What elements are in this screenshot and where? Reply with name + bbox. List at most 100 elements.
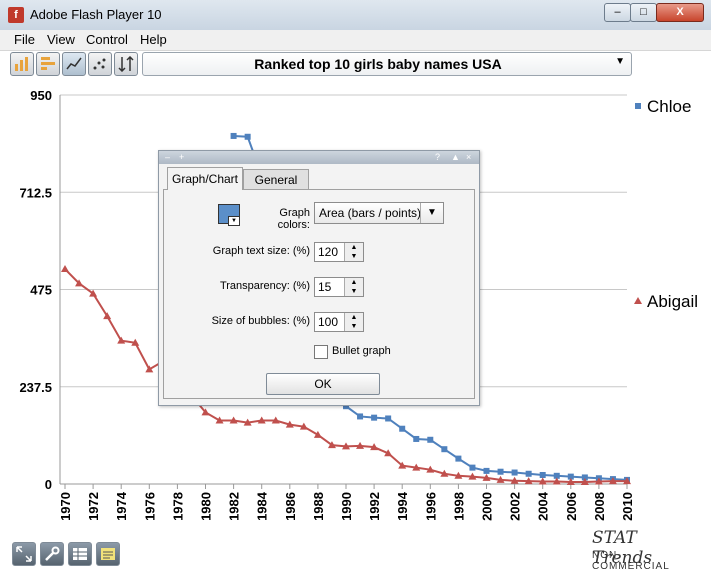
minimize-button[interactable]: – — [604, 3, 631, 22]
data-point[interactable] — [399, 425, 406, 432]
data-point[interactable] — [131, 338, 140, 346]
data-point[interactable] — [454, 471, 463, 479]
data-point[interactable] — [117, 336, 126, 344]
stepper-down-icon[interactable]: ▼ — [350, 288, 358, 295]
menu-control[interactable]: Control — [86, 32, 128, 47]
text-size-stepper[interactable]: 120 ▲ ▼ — [314, 242, 364, 262]
data-point[interactable] — [623, 477, 631, 485]
line-chart-button[interactable] — [62, 52, 86, 76]
stepper-down-icon[interactable]: ▼ — [350, 323, 358, 330]
data-point[interactable] — [553, 472, 560, 479]
help-icon[interactable]: ? — [435, 152, 441, 162]
close-button[interactable]: X — [656, 3, 704, 22]
graph-colors-select[interactable]: Area (bars / points) ▼ — [314, 202, 444, 224]
data-point[interactable] — [145, 365, 154, 373]
scatter-chart-button[interactable] — [88, 52, 112, 76]
menu-view[interactable]: View — [47, 32, 75, 47]
data-point[interactable] — [455, 455, 462, 462]
dataset-select[interactable]: Ranked top 10 girls baby names USA ▼ — [142, 52, 632, 76]
data-point[interactable] — [441, 446, 448, 453]
data-point[interactable] — [440, 469, 449, 477]
data-point[interactable] — [524, 477, 533, 485]
data-point[interactable] — [413, 435, 420, 442]
data-point[interactable] — [343, 403, 349, 410]
data-point[interactable] — [482, 473, 491, 481]
maximize-button[interactable]: □ — [630, 3, 657, 22]
x-tick-label: 1972 — [86, 492, 101, 521]
collapse-icon[interactable]: – — [165, 152, 171, 162]
minimize-icon[interactable]: ▲ — [451, 152, 460, 162]
bubble-size-stepper[interactable]: 100 ▲ ▼ — [314, 312, 364, 332]
table-view-button[interactable] — [68, 542, 92, 566]
data-point[interactable] — [271, 416, 280, 424]
expand-icon[interactable]: + — [179, 152, 185, 162]
data-point[interactable] — [567, 473, 574, 480]
data-point[interactable] — [384, 449, 393, 457]
data-point[interactable] — [496, 475, 505, 483]
data-point[interactable] — [313, 430, 322, 438]
stepper-up-icon[interactable]: ▲ — [350, 314, 358, 321]
data-point[interactable] — [427, 436, 434, 443]
dialog-titlebar[interactable]: – + ? ▲ × — [159, 151, 479, 164]
data-point[interactable] — [510, 476, 519, 484]
data-point[interactable] — [243, 418, 252, 426]
data-point[interactable] — [511, 469, 518, 476]
dataset-title: Ranked top 10 girls baby names USA — [254, 56, 502, 72]
horizontal-bar-button[interactable] — [36, 52, 60, 76]
data-point[interactable] — [370, 443, 379, 451]
tab-general[interactable]: General — [243, 169, 309, 191]
stepper-up-icon[interactable]: ▲ — [350, 244, 358, 251]
tab-graph-chart[interactable]: Graph/Chart — [167, 167, 243, 190]
data-point[interactable] — [215, 416, 224, 424]
data-point[interactable] — [468, 472, 477, 480]
notes-icon — [101, 548, 115, 560]
data-point[interactable] — [538, 477, 547, 485]
data-point[interactable] — [327, 441, 336, 449]
data-point[interactable] — [552, 477, 561, 485]
data-point[interactable] — [483, 467, 490, 474]
close-icon[interactable]: × — [466, 152, 472, 162]
data-point[interactable] — [244, 133, 251, 140]
data-point[interactable] — [608, 477, 617, 485]
data-point[interactable] — [594, 477, 603, 485]
stepper-down-icon[interactable]: ▼ — [350, 253, 358, 260]
data-point[interactable] — [230, 132, 237, 139]
data-point[interactable] — [103, 312, 112, 320]
data-point[interactable] — [356, 441, 365, 449]
data-point[interactable] — [580, 477, 589, 485]
data-point[interactable] — [581, 474, 588, 481]
data-point[interactable] — [525, 470, 532, 477]
sort-button[interactable] — [114, 52, 138, 76]
data-point[interactable] — [371, 414, 378, 421]
data-point[interactable] — [385, 415, 392, 422]
data-point[interactable] — [566, 477, 575, 485]
menu-file[interactable]: File — [14, 32, 35, 47]
data-point[interactable] — [357, 413, 364, 420]
transparency-stepper[interactable]: 15 ▲ ▼ — [314, 277, 364, 297]
data-point[interactable] — [299, 422, 308, 430]
stat-trends-logo: STAT Trends NON-COMMERCIAL — [592, 528, 697, 572]
data-point[interactable] — [257, 416, 266, 424]
ok-button[interactable]: OK — [266, 373, 380, 395]
settings-button[interactable] — [40, 542, 64, 566]
data-point[interactable] — [89, 289, 98, 297]
data-point[interactable] — [426, 465, 435, 473]
notes-button[interactable] — [96, 542, 120, 566]
data-point[interactable] — [229, 416, 238, 424]
data-point[interactable] — [75, 279, 84, 287]
chevron-down-icon[interactable]: ▼ — [228, 216, 240, 226]
stepper-up-icon[interactable]: ▲ — [350, 279, 358, 286]
data-point[interactable] — [61, 265, 69, 273]
data-point[interactable] — [539, 471, 546, 478]
data-point[interactable] — [285, 420, 294, 428]
data-point[interactable] — [398, 461, 407, 469]
bar-chart-button[interactable] — [10, 52, 34, 76]
bullet-graph-checkbox[interactable] — [314, 345, 328, 359]
fullscreen-button[interactable] — [12, 542, 36, 566]
menu-help[interactable]: Help — [140, 32, 167, 47]
data-point[interactable] — [201, 408, 210, 416]
data-point[interactable] — [469, 464, 476, 471]
data-point[interactable] — [497, 468, 504, 475]
data-point[interactable] — [342, 442, 350, 450]
data-point[interactable] — [412, 463, 421, 471]
